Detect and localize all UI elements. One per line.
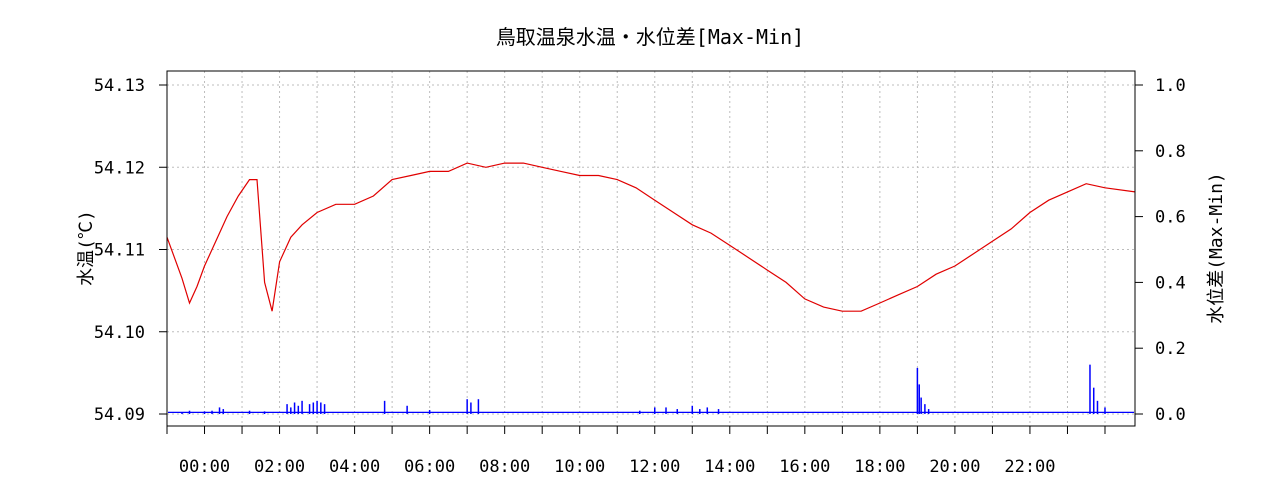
chart-title: 鳥取温泉水温・水位差[Max-Min] bbox=[496, 25, 804, 49]
water-temp-line bbox=[166, 162, 1136, 312]
y-right-tick-label: 1.0 bbox=[1155, 76, 1186, 96]
x-tick-label: 22:00 bbox=[1004, 457, 1055, 477]
y-axis-right-label: 水位差(Max-Min) bbox=[1206, 172, 1227, 324]
x-tick-label: 00:00 bbox=[179, 457, 230, 477]
y-right-tick-label: 0.6 bbox=[1155, 208, 1186, 228]
y-left-tick-label: 54.12 bbox=[94, 158, 145, 178]
x-tick-label: 14:00 bbox=[704, 457, 755, 477]
x-tick-label: 10:00 bbox=[554, 457, 605, 477]
y-left-tick-label: 54.13 bbox=[94, 76, 145, 96]
y-right-tick-label: 0.2 bbox=[1155, 339, 1186, 359]
x-tick-label: 12:00 bbox=[629, 457, 680, 477]
plot-frame bbox=[166, 70, 1136, 427]
x-tick-label: 06:00 bbox=[404, 457, 455, 477]
x-tick-label: 08:00 bbox=[479, 457, 530, 477]
water-level-spikes bbox=[168, 364, 1134, 414]
x-tick-label: 16:00 bbox=[779, 457, 830, 477]
x-tick-label: 18:00 bbox=[854, 457, 905, 477]
y-axis-left-label: 水温(℃) bbox=[76, 210, 97, 286]
y-axis-right: 0.0 0.2 0.4 0.6 0.8 1.0 bbox=[1135, 76, 1186, 425]
x-tick-label: 04:00 bbox=[329, 457, 380, 477]
x-tick-label: 20:00 bbox=[929, 457, 980, 477]
y-left-tick-label: 54.10 bbox=[94, 323, 145, 343]
y-right-tick-label: 0.0 bbox=[1155, 405, 1186, 425]
water-temp-line-group bbox=[166, 162, 1136, 312]
y-left-tick-label: 54.09 bbox=[94, 405, 145, 425]
y-right-tick-label: 0.4 bbox=[1155, 273, 1186, 293]
x-axis: 00:00 02:00 04:00 06:00 08:00 10:00 12:00 14:00… bbox=[166, 426, 1106, 477]
x-tick-label: 02:00 bbox=[254, 457, 305, 477]
y-axis-left: 54.09 54.10 54.11 54.12 54.13 bbox=[94, 76, 167, 425]
grid-lines bbox=[166, 71, 1135, 426]
y-right-tick-label: 0.8 bbox=[1155, 142, 1186, 162]
y-left-tick-label: 54.11 bbox=[94, 241, 145, 261]
